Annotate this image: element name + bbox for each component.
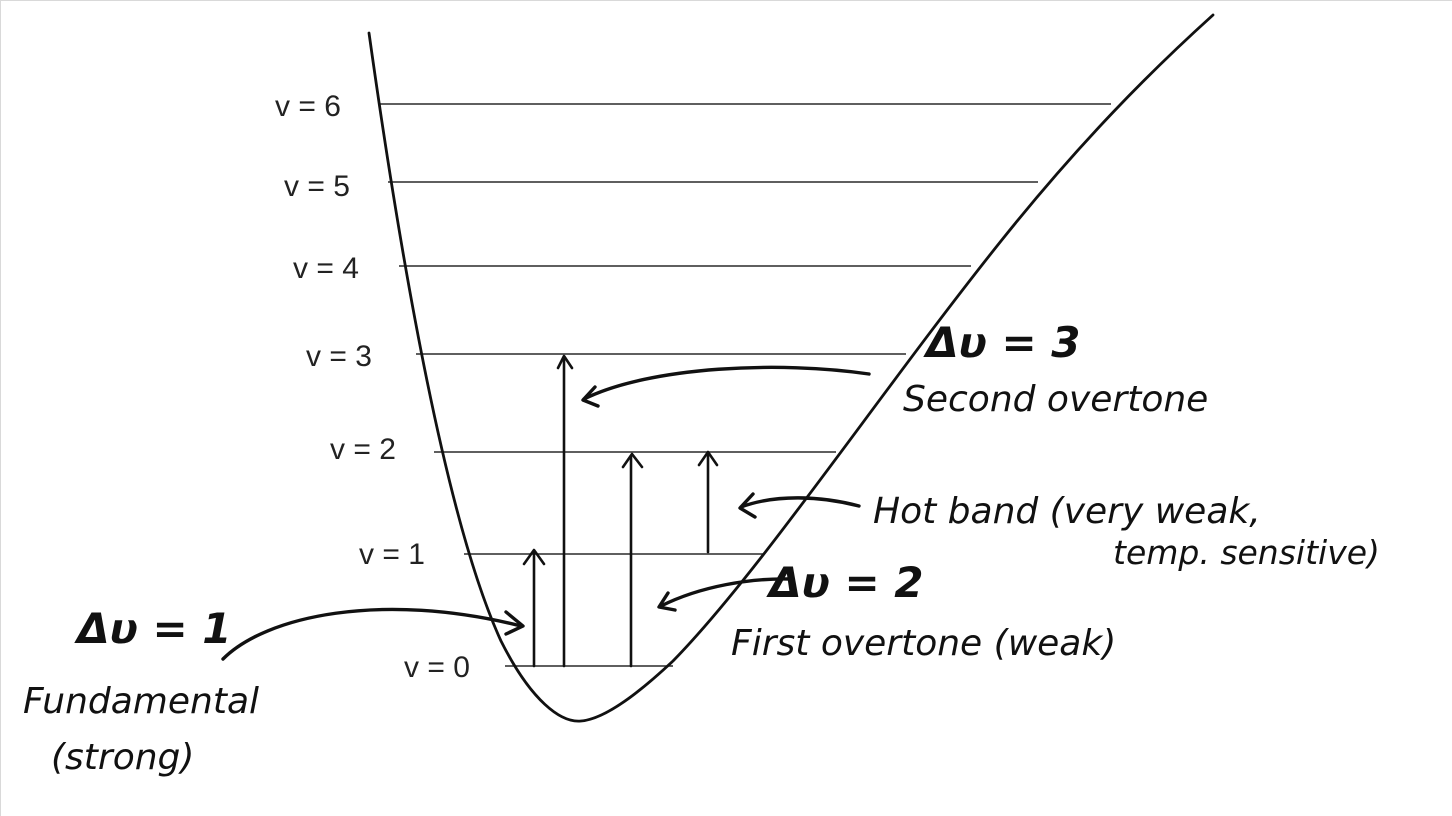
level-label-v4: v = 4 [293,252,359,285]
level-labels: v = 0 v = 1 v = 2 v = 3 v = 4 v = 5 v = … [275,90,470,684]
level-label-v1: v = 1 [359,538,425,571]
level-label-v2: v = 2 [330,433,396,466]
hot-band-label: Hot band (very weak, [873,491,1261,532]
hot-band-sensitivity: temp. sensitive) [1113,533,1380,572]
first-overtone-label: First overtone (weak) [731,623,1116,664]
level-label-v6: v = 6 [275,90,341,123]
pointer-fundamental [221,607,525,661]
pointer-first-overtone [657,577,793,612]
energy-levels [379,103,1111,667]
level-label-v0: v = 0 [404,651,470,684]
arrow-hot-band [697,450,719,554]
annotation-pointers [221,365,871,661]
arrow-first-overtone [621,452,644,668]
second-overtone-label: Second overtone [903,379,1208,420]
potential-well-curve [367,13,1215,723]
transition-arrows [522,354,719,668]
annotations: Δυ = 1 Fundamental (strong) Δυ = 2 First… [23,318,1380,778]
second-overtone-delta: Δυ = 3 [923,318,1081,367]
pointer-second-overtone [581,365,871,408]
fundamental-strength: (strong) [51,737,194,778]
level-label-v5: v = 5 [284,170,350,203]
arrow-fundamental [522,548,546,668]
pointer-hot-band [738,492,861,519]
fundamental-delta: Δυ = 1 [74,604,232,653]
fundamental-label: Fundamental [23,681,259,722]
first-overtone-delta: Δυ = 2 [766,558,924,607]
arrow-second-overtone [556,354,574,668]
level-label-v3: v = 3 [306,340,372,373]
